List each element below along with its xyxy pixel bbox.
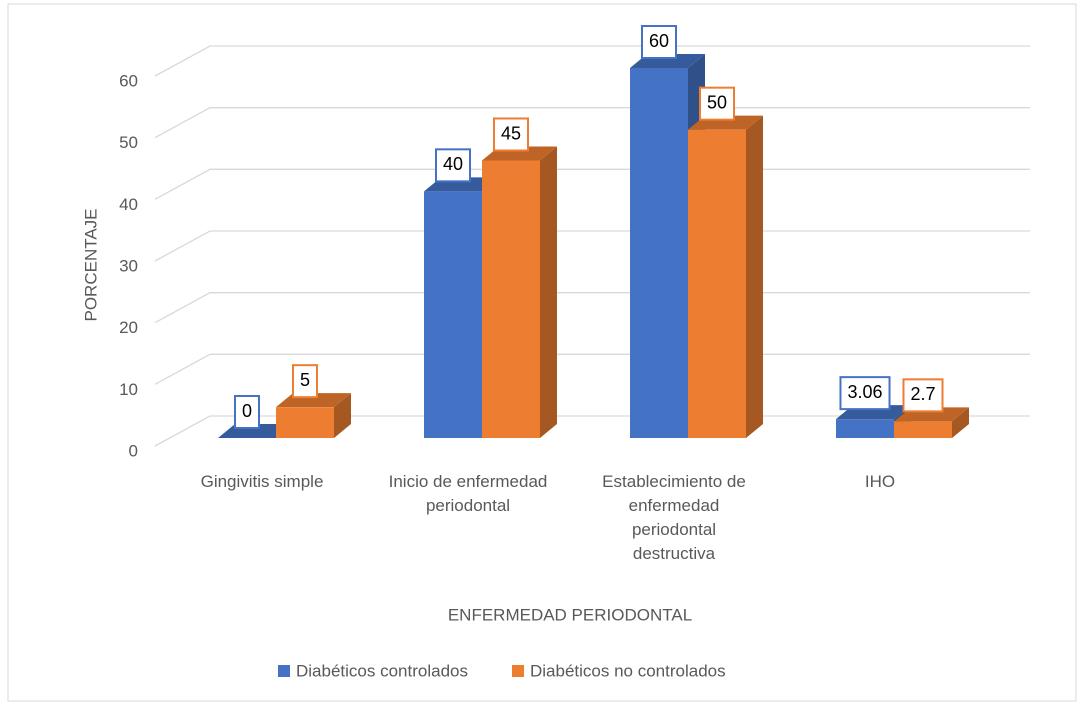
data-label: 3.06: [847, 382, 882, 402]
y-tick-label: 20: [119, 318, 138, 337]
legend-swatch: [278, 665, 290, 677]
x-axis-title: ENFERMEDAD PERIODONTAL: [448, 605, 692, 624]
bar: [276, 407, 334, 438]
grid-line: [154, 45, 1030, 77]
bar: [630, 68, 688, 438]
bar: [894, 421, 952, 438]
data-label-box: [839, 376, 891, 411]
bar: [482, 160, 540, 438]
data-label: 0: [242, 401, 252, 421]
data-label: 45: [501, 123, 521, 143]
data-label: 5: [300, 370, 310, 390]
data-label: 60: [649, 31, 669, 51]
data-label-box: [291, 364, 319, 399]
bar-side: [952, 407, 969, 438]
y-tick-label: 0: [129, 441, 138, 460]
bar: [688, 129, 746, 438]
grid-line: [154, 292, 1030, 324]
bar: [424, 191, 482, 438]
x-tick-label: Gingivitis simple: [200, 472, 324, 491]
bar-side: [746, 115, 763, 439]
grid-line: [154, 107, 1030, 139]
data-label: 40: [443, 154, 463, 174]
y-tick-label: 10: [119, 380, 138, 399]
bar-group: [482, 146, 557, 438]
bar-side: [540, 146, 557, 438]
y-tick-label: 60: [119, 71, 138, 90]
legend-swatch: [511, 665, 524, 677]
x-tick-label: IHO: [864, 472, 896, 491]
y-tick-label: 40: [119, 195, 138, 214]
bar-side: [334, 393, 351, 438]
data-label-box: [434, 148, 472, 183]
legend-label: Diabéticos controlados: [296, 661, 468, 680]
grid-line: [154, 353, 1030, 385]
grid-line: [154, 168, 1030, 200]
data-label-box: [640, 25, 678, 59]
data-label-box: [492, 117, 530, 152]
x-tick-label: Inicio de enfermedad periodontal: [388, 472, 548, 515]
chart-border: [7, 3, 1077, 702]
y-tick-label: 50: [119, 133, 138, 152]
y-axis-title: PORCENTAJE: [81, 208, 100, 321]
bar-group: [276, 393, 351, 438]
bar-group: [688, 115, 763, 439]
data-label: 50: [707, 92, 727, 112]
bar: [836, 419, 894, 438]
data-label-box: [698, 86, 736, 121]
data-label-box: [233, 395, 261, 429]
data-label: 2.7: [910, 384, 935, 404]
y-tick-label: 30: [119, 256, 138, 275]
data-label-box: [902, 378, 944, 413]
grid-line: [154, 230, 1030, 262]
legend-label: Diabéticos no controlados: [530, 661, 726, 680]
x-tick-label: Establecimiento de enfermedad periodonta…: [602, 472, 746, 563]
